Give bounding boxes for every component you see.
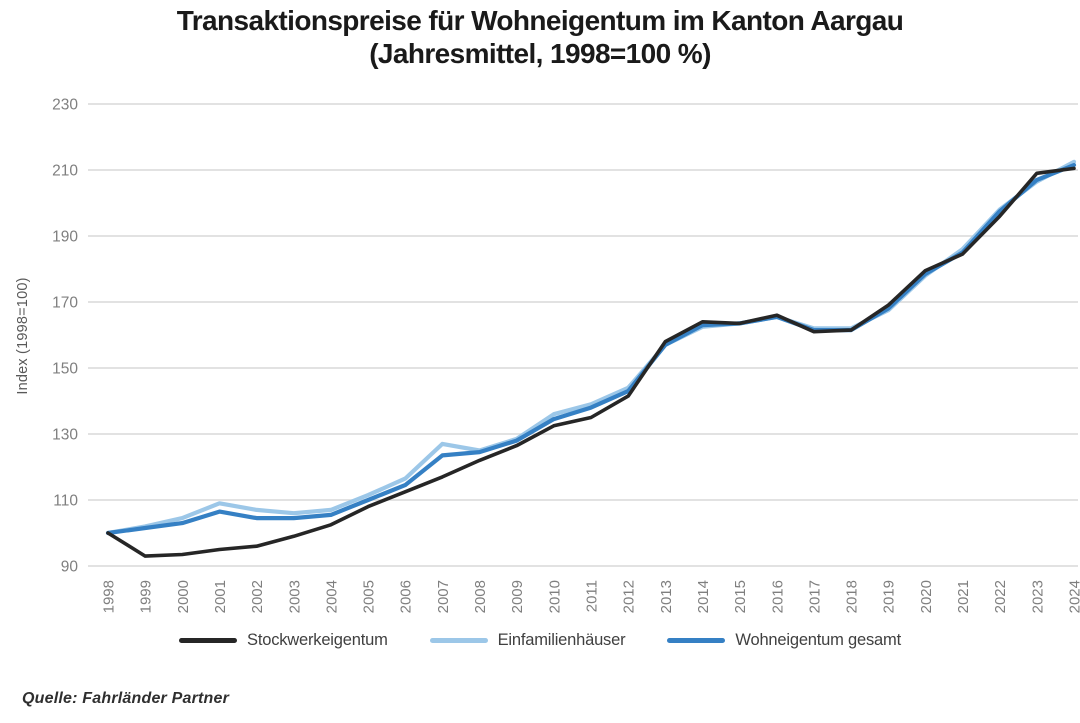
x-tick-label: 2017 xyxy=(806,580,823,613)
x-tick-label: 2013 xyxy=(658,580,675,613)
x-tick-label: 2016 xyxy=(769,580,786,613)
x-tick-label: 2022 xyxy=(992,580,1009,613)
y-axis-title: Index (1998=100) xyxy=(15,277,31,395)
x-tick-label: 2002 xyxy=(249,580,266,613)
x-tick-label: 2000 xyxy=(175,580,192,613)
chart-title: Transaktionspreise für Wohneigentum im K… xyxy=(0,4,1080,70)
legend-label: Wohneigentum gesamt xyxy=(735,631,901,649)
legend-label: Einfamilienhäuser xyxy=(497,631,626,649)
x-tick-label: 2007 xyxy=(435,580,452,613)
series-line-2 xyxy=(105,163,1077,536)
source-caption: Quelle: Fahrländer Partner xyxy=(22,690,230,707)
x-tick-label: 2009 xyxy=(509,580,526,613)
y-tick-label: 210 xyxy=(52,163,78,180)
line-swatch-icon xyxy=(667,638,726,643)
x-tick-label: 2023 xyxy=(1029,580,1046,613)
series-line-0 xyxy=(106,166,1076,558)
x-tick-label: 1998 xyxy=(101,580,118,613)
y-tick-label: 170 xyxy=(52,295,78,312)
line-swatch-icon xyxy=(179,638,238,643)
x-tick-label: 2010 xyxy=(546,580,563,613)
x-tick-label: 2014 xyxy=(695,580,712,613)
y-tick-label: 110 xyxy=(53,493,78,510)
x-tick-label: 2011 xyxy=(584,580,601,612)
line-swatch-icon xyxy=(429,638,488,643)
x-tick-label: 2006 xyxy=(398,580,415,613)
legend-item-einfamilienhaeuser: Einfamilienhäuser xyxy=(429,631,626,650)
legend-label: Stockwerkeigentum xyxy=(247,631,388,649)
legend-item-wohneigentum-gesamt: Wohneigentum gesamt xyxy=(667,631,901,650)
y-tick-label: 90 xyxy=(61,559,79,576)
x-tick-label: 2005 xyxy=(361,580,378,613)
x-tick-label: 2020 xyxy=(918,580,935,613)
y-tick-label: 230 xyxy=(52,97,78,114)
legend: Stockwerkeigentum Einfamilienhäuser Wohn… xyxy=(0,631,1080,650)
x-tick-label: 2004 xyxy=(323,580,340,613)
x-tick-label: 2001 xyxy=(212,580,229,613)
x-tick-label: 2015 xyxy=(732,580,749,613)
legend-item-stockwerkeigentum: Stockwerkeigentum xyxy=(179,631,388,650)
chart-title-line2: (Jahresmittel, 1998=100 %) xyxy=(369,38,711,69)
x-tick-label: 2008 xyxy=(472,580,489,613)
x-tick-label: 1999 xyxy=(138,580,155,613)
x-tick-label: 2012 xyxy=(621,580,638,613)
y-tick-label: 190 xyxy=(52,229,78,246)
y-tick-label: 130 xyxy=(52,427,78,444)
series-line-1 xyxy=(105,159,1077,536)
x-tick-label: 2003 xyxy=(286,580,303,613)
x-tick-label: 2019 xyxy=(881,580,898,613)
chart-title-line1: Transaktionspreise für Wohneigentum im K… xyxy=(176,5,904,36)
x-tick-label: 2024 xyxy=(1067,580,1080,613)
x-tick-label: 2018 xyxy=(844,580,861,613)
y-tick-label: 150 xyxy=(52,361,78,378)
x-tick-label: 2021 xyxy=(955,580,972,613)
